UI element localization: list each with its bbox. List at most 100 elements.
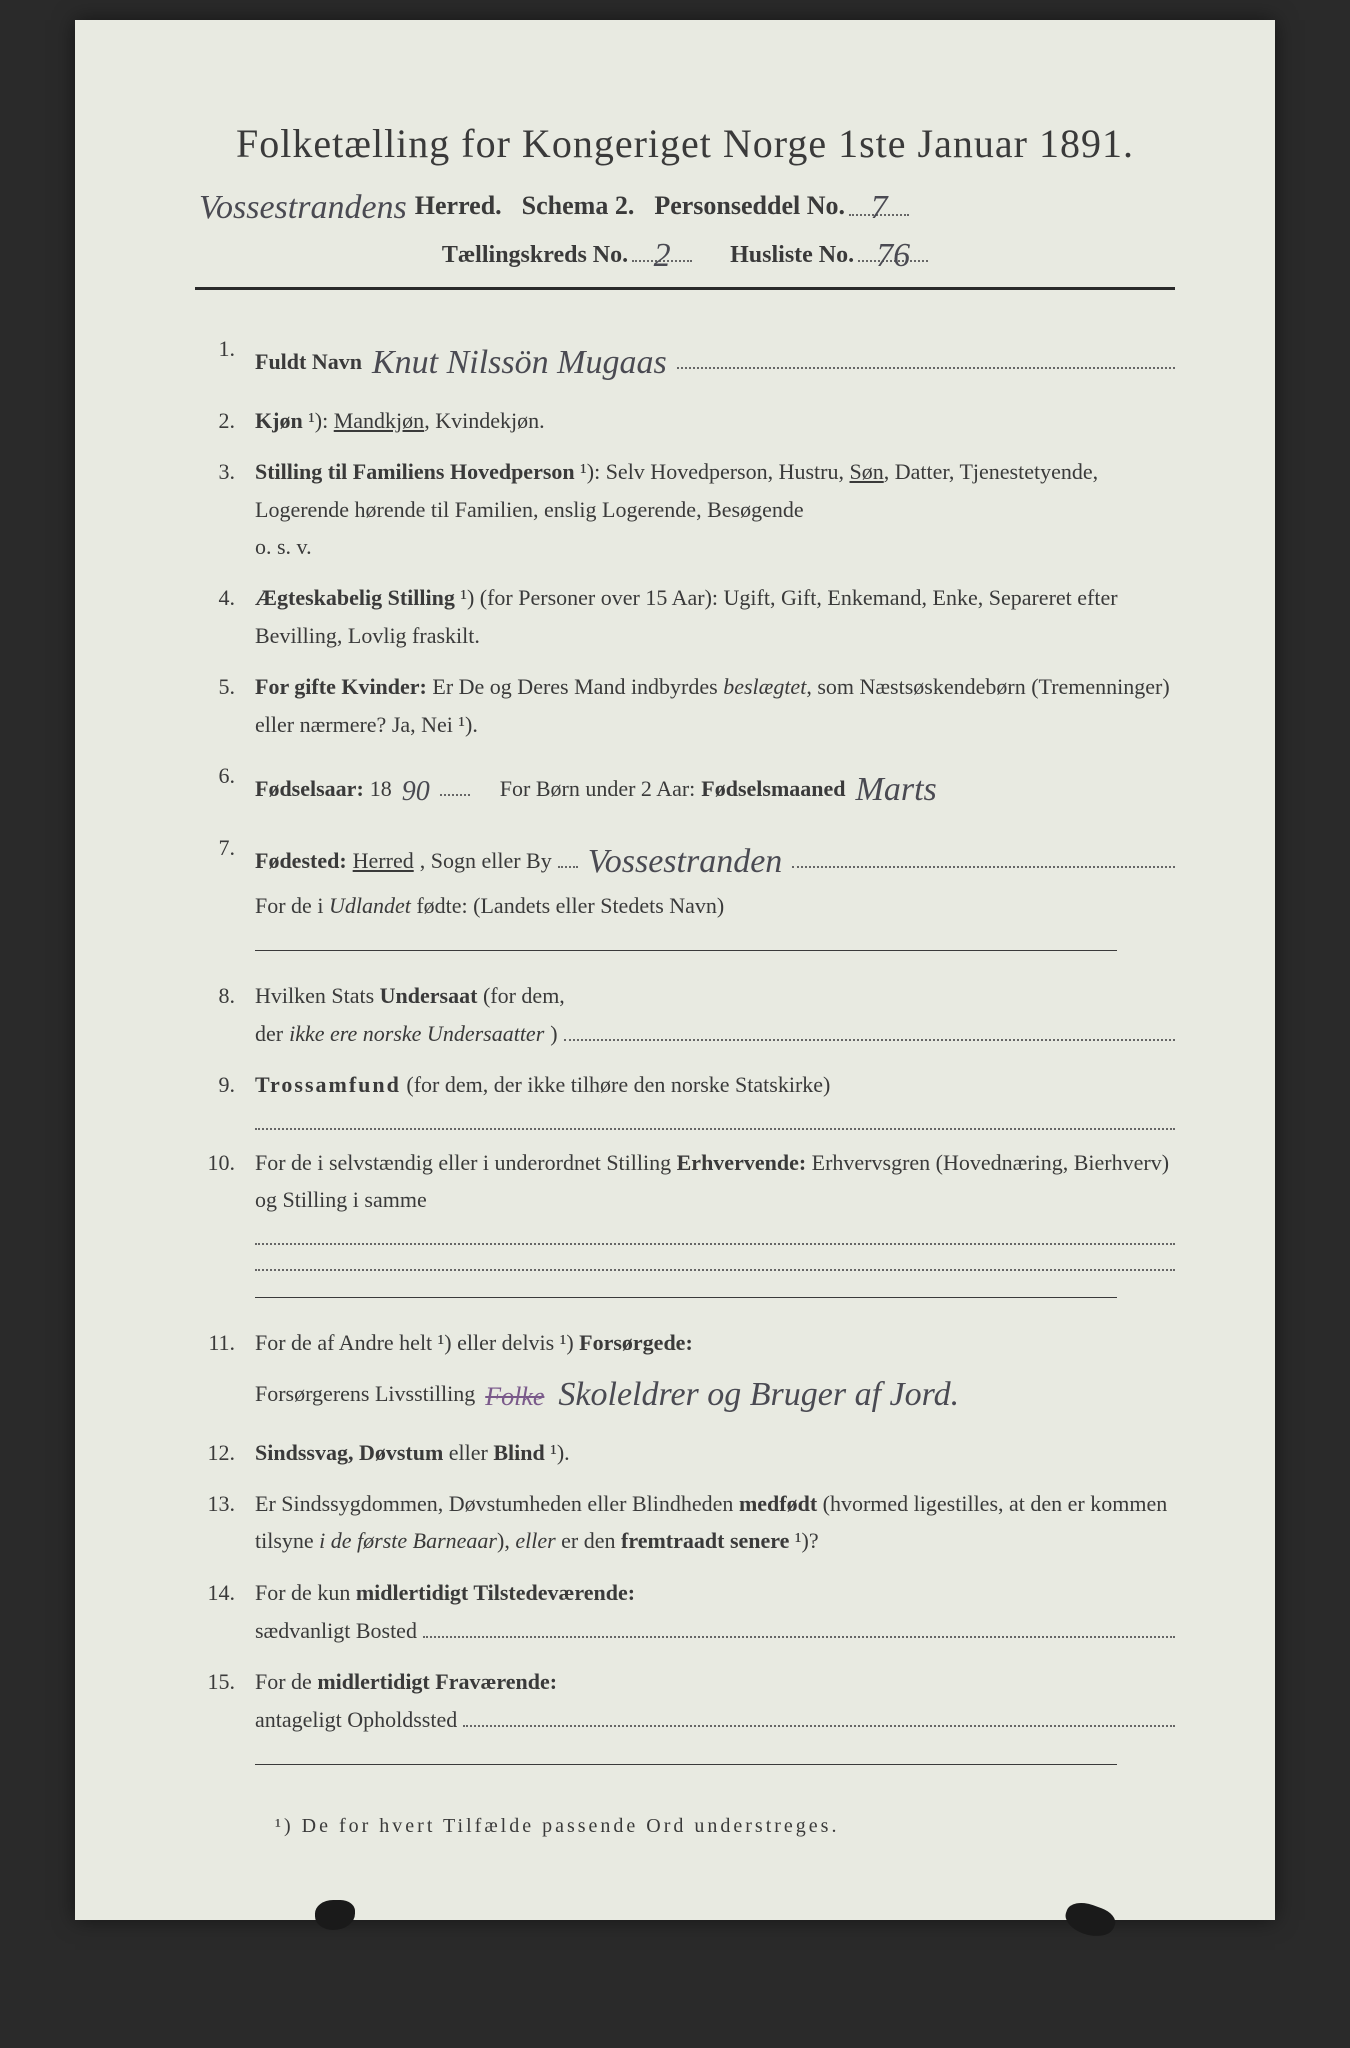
form-items-2: 8. Hvilken Stats Undersaat (for dem, der… <box>195 977 1175 1272</box>
item-3-label: Stilling til Familiens Hovedperson <box>255 459 575 484</box>
item-5-text-a: Er De og Deres Mand indbyrdes <box>432 674 723 699</box>
item-12: 12. Sindssvag, Døvstum eller Blind ¹). <box>195 1434 1175 1471</box>
item-num: 3. <box>195 453 255 565</box>
item-7: 7. Fødested: Herred, Sogn eller By Vosse… <box>195 829 1175 924</box>
herred-label: Herred. <box>415 191 502 221</box>
item-num: 5. <box>195 668 255 743</box>
item-11-value: Skoleldrer og Bruger af Jord. <box>554 1366 963 1424</box>
page-damage-icon <box>1061 1897 1118 1942</box>
item-10-bold: Erhvervende: <box>677 1150 807 1175</box>
item-num: 7. <box>195 829 255 924</box>
item-5-ital: beslægtet <box>723 674 806 699</box>
item-num: 8. <box>195 977 255 1052</box>
item-7-line2b: fødte: (Landets eller Stedets Navn) <box>411 893 724 918</box>
header-row-1: Vossestrandens Herred. Schema 2. Persons… <box>195 185 1175 223</box>
item-13-text-c: ), <box>497 1528 515 1553</box>
item-11-bold: Forsørgede: <box>579 1330 693 1355</box>
person-no: 7 <box>867 189 892 226</box>
item-4: 4. Ægteskabelig Stilling ¹) (for Persone… <box>195 579 1175 654</box>
item-11: 11. For de af Andre helt ¹) eller delvis… <box>195 1324 1175 1419</box>
item-1-value: Knut Nilssön Mugaas <box>368 334 671 392</box>
item-num: 9. <box>195 1066 255 1130</box>
item-12-text: eller <box>443 1440 493 1465</box>
item-11-text-a: For de af Andre helt ¹) eller delvis ¹) <box>255 1330 579 1355</box>
item-7-ital: Udlandet <box>329 893 411 918</box>
item-8-line2: der <box>255 1015 283 1052</box>
divider-2 <box>255 1297 1117 1298</box>
item-13-ital: i de første Barneaar <box>319 1528 497 1553</box>
form-items: 1. Fuldt Navn Knut Nilssön Mugaas 2. Kjø… <box>195 330 1175 924</box>
item-11-struck: Folke <box>481 1375 548 1419</box>
item-15: 15. For de midlertidigt Fraværende: anta… <box>195 1663 1175 1738</box>
item-15-line2: antageligt Opholdssted <box>255 1701 457 1738</box>
item-9-bold: Trossamfund <box>255 1072 401 1097</box>
item-4-paren: (for Personer over 15 Aar): <box>480 585 718 610</box>
item-num: 14. <box>195 1574 255 1649</box>
item-9: 9. Trossamfund (for dem, der ikke tilhør… <box>195 1066 1175 1130</box>
kreds-no: 2 <box>650 237 675 274</box>
item-8-line2b: ) <box>550 1015 557 1052</box>
husliste-no: 76 <box>872 237 914 274</box>
item-11-line2: Forsørgerens Livsstilling <box>255 1375 475 1412</box>
item-14-bold: midlertidigt Tilstedeværende: <box>356 1580 635 1605</box>
item-6-year-prefix: 18 <box>370 770 392 807</box>
item-6-label-b: For Børn under 2 Aar: <box>500 770 696 807</box>
item-12-bold: Sindssvag, Døvstum <box>255 1440 443 1465</box>
item-7-text-a: , Sogn eller By <box>420 842 552 879</box>
item-num: 2. <box>195 402 255 439</box>
page-damage-icon <box>315 1900 355 1930</box>
item-12-bold2: Blind <box>493 1440 544 1465</box>
item-3-underlined: Søn <box>850 459 884 484</box>
item-num: 1. <box>195 330 255 388</box>
item-num: 6. <box>195 757 255 815</box>
footnote: ¹) De for hvert Tilfælde passende Ord un… <box>195 1815 1175 1838</box>
item-13-text-d: er den <box>556 1528 621 1553</box>
item-6-year: 90 <box>398 768 434 816</box>
item-10-text-a: For de i selvstændig eller i underordnet… <box>255 1150 677 1175</box>
item-6-label-c: Fødselsmaaned <box>701 770 845 807</box>
item-13-ital2: eller <box>515 1528 555 1553</box>
personseddel-label: Personseddel No. <box>654 191 845 221</box>
item-num: 13. <box>195 1485 255 1560</box>
item-7-underlined: Herred <box>353 842 414 879</box>
item-2: 2. Kjøn ¹): Mandkjøn, Kvindekjøn. <box>195 402 1175 439</box>
item-1-label: Fuldt Navn <box>255 343 362 380</box>
item-num: 10. <box>195 1144 255 1272</box>
item-6-month: Marts <box>852 761 941 819</box>
item-13-bold: medfødt <box>739 1491 817 1516</box>
item-7-label: Fødested: <box>255 842 347 879</box>
item-13-text-a: Er Sindssygdommen, Døvstumheden eller Bl… <box>255 1491 739 1516</box>
divider-3 <box>255 1764 1117 1765</box>
item-14: 14. For de kun midlertidigt Tilstedevære… <box>195 1574 1175 1649</box>
item-1: 1. Fuldt Navn Knut Nilssön Mugaas <box>195 330 1175 388</box>
divider-thick <box>195 287 1175 290</box>
item-8-ital: ikke ere norske Undersaatter <box>289 1015 544 1052</box>
item-10: 10. For de i selvstændig eller i underor… <box>195 1144 1175 1272</box>
item-8-bold: Undersaat <box>380 983 478 1008</box>
item-2-label: Kjøn <box>255 408 303 433</box>
divider-1 <box>255 950 1117 951</box>
header-row-2: Tællingskreds No. 2 Husliste No. 76 <box>195 233 1175 269</box>
item-5-label: For gifte Kvinder: <box>255 674 427 699</box>
item-3-tail: o. s. v. <box>255 534 312 559</box>
item-15-bold: midlertidigt Fraværende: <box>317 1669 557 1694</box>
item-6: 6. Fødselsaar: 1890 For Børn under 2 Aar… <box>195 757 1175 815</box>
item-4-label: Ægteskabelig Stilling <box>255 585 455 610</box>
item-13: 13. Er Sindssygdommen, Døvstumheden elle… <box>195 1485 1175 1560</box>
item-13-bold2: fremtraadt senere <box>621 1528 789 1553</box>
schema-label: Schema 2. <box>522 191 635 221</box>
item-5: 5. For gifte Kvinder: Er De og Deres Man… <box>195 668 1175 743</box>
item-num: 4. <box>195 579 255 654</box>
item-14-line2: sædvanligt Bosted <box>255 1612 417 1649</box>
item-12-tail: ¹). <box>545 1440 570 1465</box>
item-8-text-b: (for dem, <box>477 983 564 1008</box>
item-13-tail: ¹)? <box>789 1528 818 1553</box>
census-form-page: Folketælling for Kongeriget Norge 1ste J… <box>75 20 1275 1920</box>
item-3-text-a: Selv Hovedperson, Hustru, <box>606 459 850 484</box>
kreds-label: Tællingskreds No. <box>442 242 628 269</box>
item-8-text-a: Hvilken Stats <box>255 983 380 1008</box>
herred-handwritten: Vossestrandens <box>195 189 411 227</box>
item-3: 3. Stilling til Familiens Hovedperson ¹)… <box>195 453 1175 565</box>
item-6-label-a: Fødselsaar: <box>255 770 364 807</box>
item-2-underlined: Mandkjøn <box>334 408 424 433</box>
